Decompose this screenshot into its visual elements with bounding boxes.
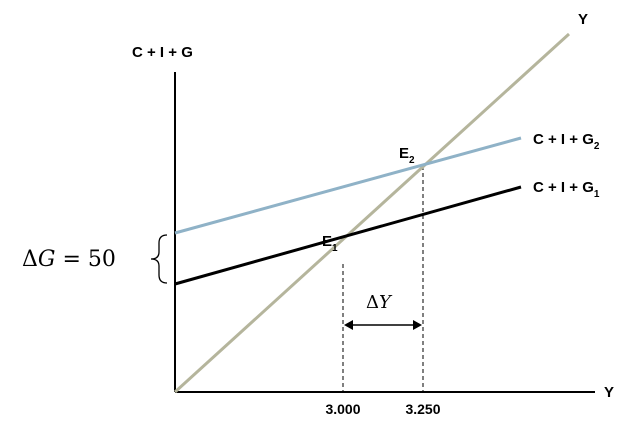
diagonal-y-line bbox=[173, 32, 571, 394]
y-axis-label: C + I + G bbox=[132, 44, 193, 61]
spending-line-g2 bbox=[174, 136, 522, 235]
equilibrium-e1-label: E1 bbox=[322, 233, 338, 254]
delta-g-brace bbox=[150, 234, 168, 284]
equilibrium-e2-label: E2 bbox=[399, 145, 415, 166]
x-tick-3000: 3.000 bbox=[325, 401, 360, 417]
delta-y-label: ΔY bbox=[366, 292, 393, 313]
delta-g-label: ΔG = 50 bbox=[22, 247, 116, 272]
spending-label-g1: C + I + G1 bbox=[533, 179, 600, 200]
delta-y-arrowhead-right bbox=[413, 320, 422, 330]
diagonal-label: Y bbox=[578, 11, 588, 28]
delta-y-arrowhead-left bbox=[344, 320, 353, 330]
x-axis-label: Y bbox=[604, 384, 614, 401]
spending-label-g2: C + I + G2 bbox=[533, 131, 600, 152]
x-tick-3250: 3.250 bbox=[405, 401, 440, 417]
spending-line-g1 bbox=[174, 185, 522, 286]
